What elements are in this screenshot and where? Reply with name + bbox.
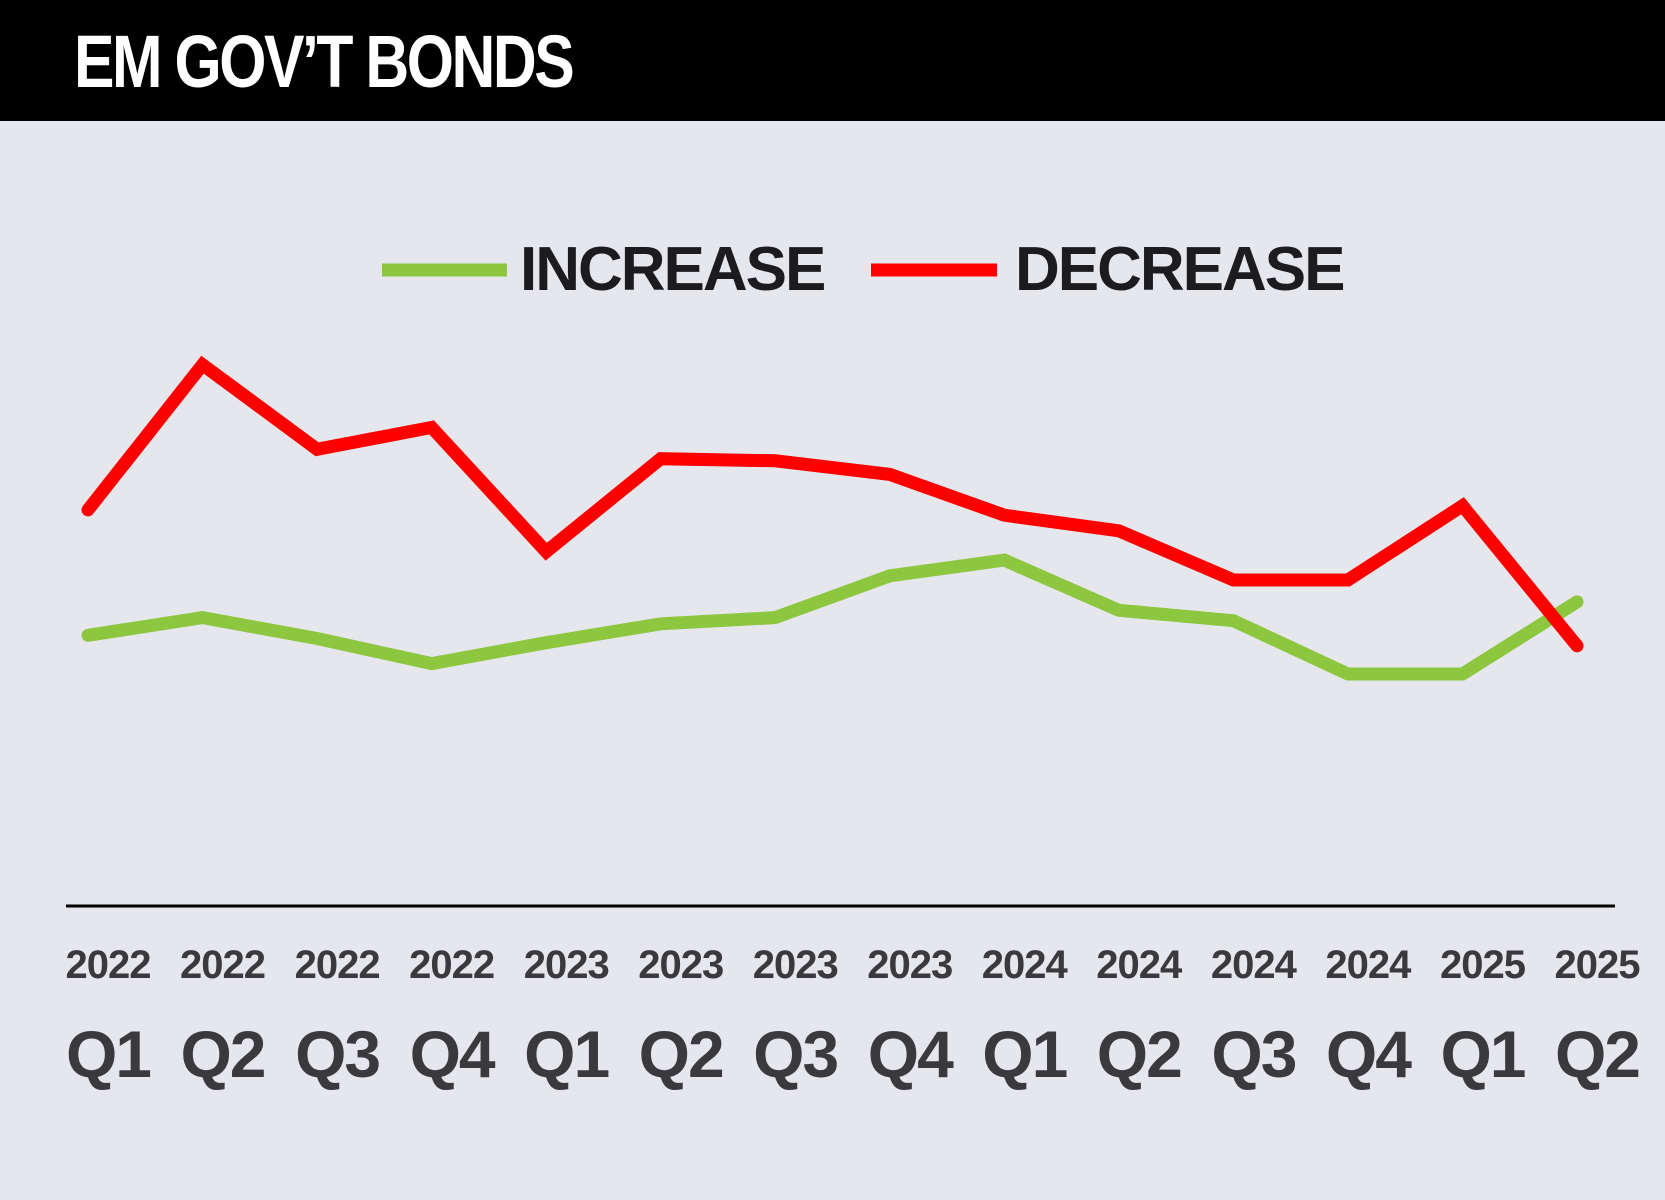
data-point-increase-2022-q2 — [202, 617, 203, 619]
x-tick-year-label: 2025 — [1440, 943, 1526, 987]
data-point-decrease-2023-q2 — [660, 458, 662, 460]
x-tick-quarter-label: Q2 — [180, 1017, 264, 1091]
data-point-increase-2025-q2 — [1576, 601, 1578, 603]
x-tick-year-label: 2024 — [982, 943, 1069, 987]
data-point-decrease-2022-q4 — [431, 426, 433, 428]
x-tick-year-label: 2022 — [295, 943, 380, 987]
chart-title: EM GOV’T BONDS — [74, 20, 575, 103]
data-point-increase-2022-q4 — [431, 663, 433, 665]
data-point-increase-2022-q3 — [316, 638, 318, 639]
data-point-decrease-2024-q3 — [1232, 579, 1234, 581]
x-tick-year-label: 2022 — [66, 943, 151, 987]
data-point-decrease-2025-q1 — [1462, 505, 1463, 507]
x-tick-quarter-label: Q2 — [639, 1017, 723, 1091]
legend-label-decrease: DECREASE — [1015, 235, 1344, 304]
x-tick-year-label: 2023 — [753, 943, 838, 987]
x-tick-quarter-label: Q1 — [66, 1017, 150, 1091]
x-tick-year-label: 2025 — [1555, 943, 1641, 987]
data-point-decrease-2024-q4 — [1347, 579, 1349, 581]
x-tick-quarter-label: Q1 — [524, 1017, 608, 1091]
x-tick-year-label: 2023 — [524, 943, 609, 987]
x-tick-year-label: 2024 — [1211, 943, 1298, 987]
x-tick-quarter-label: Q3 — [753, 1017, 837, 1091]
data-point-increase-2024-q1 — [1003, 559, 1005, 561]
data-point-decrease-2023-q3 — [774, 460, 776, 462]
data-point-increase-2023-q3 — [774, 617, 776, 619]
data-point-increase-2023-q1 — [545, 642, 547, 644]
x-tick-quarter-label: Q4 — [868, 1017, 954, 1091]
x-tick-quarter-label: Q1 — [1440, 1017, 1524, 1091]
x-axis-tick-labels: 2022 Q1 2022 Q2 2022 Q3 2022 Q4 2023 Q1 2023 Q2 2023… — [66, 943, 1642, 1091]
x-tick-quarter-label: Q2 — [1555, 1017, 1639, 1091]
x-tick-quarter-label: Q4 — [1326, 1017, 1412, 1091]
data-point-increase-2024-q4 — [1347, 673, 1349, 675]
x-tick-year-label: 2023 — [638, 943, 723, 987]
data-point-decrease-2025-q2 — [1576, 645, 1578, 647]
x-tick-year-label: 2022 — [409, 943, 494, 987]
series-line-decrease — [81, 355, 1584, 653]
data-point-increase-2024-q3 — [1232, 620, 1234, 622]
x-tick-year-label: 2023 — [867, 943, 952, 987]
data-point-increase-2025-q1 — [1462, 673, 1463, 675]
data-point-decrease-2023-q1 — [545, 551, 547, 553]
data-point-decrease-2024-q1 — [1003, 514, 1005, 516]
x-tick-quarter-label: Q3 — [1211, 1017, 1295, 1091]
data-point-increase-2023-q2 — [660, 623, 662, 625]
data-point-increase-2024-q2 — [1118, 609, 1120, 611]
x-tick-quarter-label: Q1 — [982, 1017, 1066, 1091]
data-point-decrease-2024-q2 — [1118, 530, 1120, 532]
x-tick-year-label: 2024 — [1325, 943, 1412, 987]
x-tick-quarter-label: Q2 — [1097, 1017, 1181, 1091]
x-tick-year-label: 2022 — [180, 943, 265, 987]
x-tick-quarter-label: Q4 — [410, 1017, 496, 1091]
data-point-increase-2022-q1 — [87, 634, 89, 636]
data-point-decrease-2022-q1 — [87, 509, 89, 511]
series-line-increase — [81, 553, 1584, 681]
header-bar: EM GOV’T BONDS — [0, 0, 1665, 121]
data-point-decrease-2022-q3 — [316, 448, 318, 450]
legend-label-increase: INCREASE — [520, 235, 824, 304]
x-tick-quarter-label: Q3 — [295, 1017, 379, 1091]
x-tick-year-label: 2024 — [1096, 943, 1183, 987]
series-layer — [81, 355, 1584, 681]
data-point-decrease-2023-q4 — [889, 473, 891, 475]
data-point-decrease-2022-q2 — [202, 364, 203, 366]
legend: INCREASE DECREASE — [382, 235, 1346, 304]
data-point-increase-2023-q4 — [889, 575, 891, 577]
